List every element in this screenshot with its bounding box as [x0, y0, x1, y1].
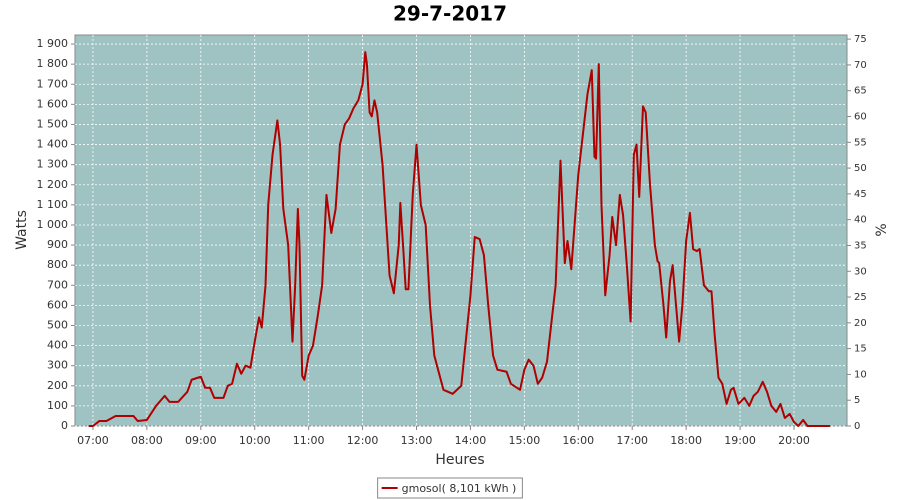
x-tick-label: 09:00 — [185, 434, 217, 447]
y2-tick-label: 0 — [854, 421, 860, 432]
chart-title: 29-7-2017 — [393, 2, 507, 26]
y-tick-label: 1 600 — [37, 97, 69, 110]
y-tick-label: 300 — [47, 359, 68, 372]
y2-tick-label: 65 — [854, 86, 867, 97]
y2-tick-label: 25 — [854, 292, 867, 303]
y-tick-label: 1 800 — [37, 57, 69, 70]
x-tick-label: 18:00 — [670, 434, 702, 447]
x-tick-label: 08:00 — [131, 434, 163, 447]
x-axis-label: Heures — [435, 452, 484, 468]
y2-tick-label: 20 — [854, 318, 867, 329]
y2-tick-label: 50 — [854, 163, 867, 174]
y-tick-label: 1 700 — [37, 77, 69, 90]
y2-tick-label: 15 — [854, 344, 867, 355]
y2-tick-label: 30 — [854, 266, 867, 277]
x-tick-label: 12:00 — [347, 434, 379, 447]
y2-tick-label: 45 — [854, 189, 867, 200]
y2-tick-label: 75 — [854, 34, 867, 45]
x-tick-label: 20:00 — [778, 434, 810, 447]
legend-box — [377, 477, 523, 499]
x-tick-label: 16:00 — [562, 434, 594, 447]
x-tick-label: 13:00 — [401, 434, 433, 447]
y-tick-label: 500 — [47, 318, 68, 331]
y-tick-label: 200 — [47, 379, 68, 392]
y-tick-label: 100 — [47, 399, 68, 412]
y2-tick-label: 60 — [854, 112, 867, 123]
legend-label: gmosol( 8,101 kWh ) — [402, 482, 517, 495]
x-tick-label: 15:00 — [509, 434, 541, 447]
legend: gmosol( 8,101 kWh ) — [377, 477, 523, 499]
x-tick-label: 11:00 — [293, 434, 325, 447]
y2-tick-label: 35 — [854, 240, 867, 251]
y-tick-label: 1 200 — [37, 178, 69, 191]
y-tick-label: 0 — [61, 419, 68, 432]
y-tick-label: 400 — [47, 339, 68, 352]
y-tick-label: 600 — [47, 298, 68, 311]
y-tick-label: 1 300 — [37, 158, 69, 171]
y-tick-label: 1 500 — [37, 117, 69, 130]
x-tick-label: 10:00 — [239, 434, 271, 447]
x-tick-label: 19:00 — [724, 434, 756, 447]
y2-tick-label: 10 — [854, 369, 867, 380]
x-tick-label: 07:00 — [77, 434, 109, 447]
y-axis-label: Watts — [14, 210, 30, 250]
y-tick-label: 1 400 — [37, 138, 69, 151]
y2-tick-label: 40 — [854, 215, 867, 226]
y-tick-label: 900 — [47, 238, 68, 251]
x-tick-label: 14:00 — [455, 434, 487, 447]
y2-tick-label: 70 — [854, 60, 867, 71]
y2-tick-label: 55 — [854, 137, 867, 148]
plot-area — [74, 34, 848, 427]
y-tick-label: 700 — [47, 278, 68, 291]
y-tick-label: 1 100 — [37, 198, 69, 211]
y2-axis-label: % — [874, 223, 890, 236]
x-tick-label: 17:00 — [616, 434, 648, 447]
y-tick-label: 1 000 — [37, 218, 69, 231]
y-tick-label: 1 900 — [37, 37, 69, 50]
data-line — [88, 51, 831, 427]
y-tick-label: 800 — [47, 258, 68, 271]
y2-tick-label: 5 — [854, 395, 860, 406]
